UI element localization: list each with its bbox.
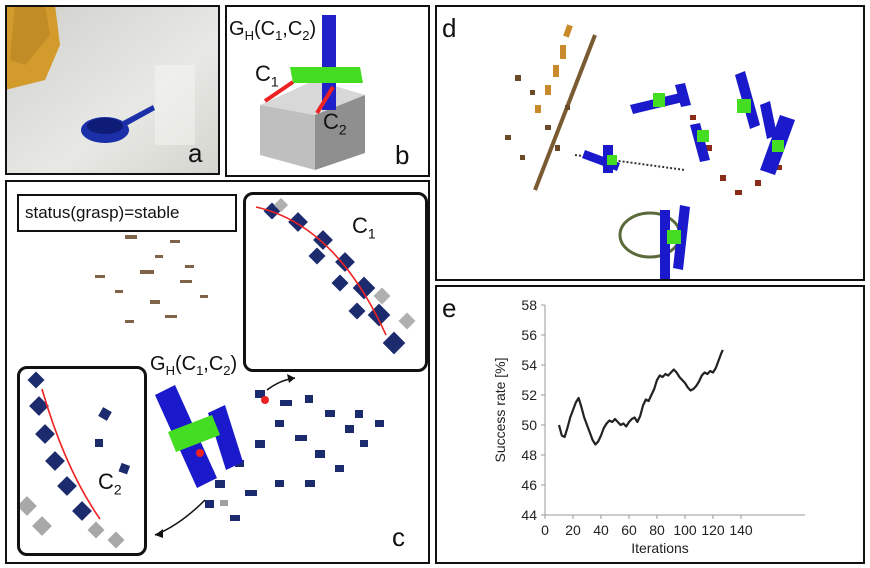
- inset-c1-drawing: [255, 197, 416, 355]
- panel-b-label: b: [395, 140, 410, 170]
- grasp-2: [630, 83, 691, 114]
- inset-c1: C1: [243, 192, 428, 372]
- gripper-finger: [322, 15, 336, 110]
- c2-label-b: C2: [323, 109, 347, 138]
- panel-c-label: c: [392, 522, 405, 552]
- y-axis-title: Success rate [%]: [492, 357, 508, 462]
- c2-label-c: C2: [98, 469, 122, 498]
- panel-a: [5, 5, 220, 175]
- contact-c1: [263, 80, 295, 103]
- panel-d: [435, 5, 865, 281]
- panel-c-pointcloud: [95, 235, 384, 538]
- series-line-0: [557, 349, 724, 446]
- panel-e: 44 46 48 50 52 54 56 58 0 20 40 60 80 100 120 140 Iterat…: [435, 285, 865, 564]
- contact-c2: [315, 85, 335, 115]
- panel-e-label: e: [442, 293, 457, 323]
- y-tick-label: 44: [521, 507, 537, 523]
- grasp-label-c: GH(C1,C2): [150, 353, 238, 378]
- grasp-label-b: GH(C1,C2): [229, 18, 317, 43]
- x-tick-label: 40: [593, 522, 609, 538]
- gripper-finger-right: [208, 405, 243, 470]
- grasp-3: [735, 71, 777, 139]
- gripper-bar: [290, 67, 363, 83]
- grasp-5: [760, 115, 795, 175]
- x-tick-label: 120: [701, 522, 725, 538]
- contact-curve-c1: [255, 206, 387, 336]
- box-front-face: [260, 105, 315, 170]
- x-tick-label: 20: [565, 522, 581, 538]
- y-tick-label: 52: [521, 387, 537, 403]
- c1-label-b: C1: [255, 61, 279, 90]
- y-tick-label: 58: [521, 297, 537, 313]
- status-text: status(grasp)=stable: [25, 203, 180, 222]
- panel-d-label: d: [442, 13, 457, 43]
- x-tick-label: 0: [541, 522, 549, 538]
- gripper-bar-c: [168, 415, 220, 452]
- grasp-6: [660, 205, 690, 280]
- success-rate-chart: 44 46 48 50 52 54 56 58 0 20 40 60 80 100 120 140 Iterat…: [492, 297, 805, 556]
- panel-d-pointcloud: [505, 24, 795, 280]
- x-tick-label: 100: [673, 522, 697, 538]
- panel-c: status(grasp)=stable: [5, 180, 430, 564]
- inset-c2: C2: [17, 366, 147, 556]
- x-tick-label: 80: [649, 522, 665, 538]
- x-axis-title: Iterations: [631, 540, 689, 556]
- contact-curve-c2: [41, 388, 101, 520]
- panel-a-label: a: [188, 138, 203, 168]
- panel-b: GH(C1,C2) C1 C2: [225, 5, 430, 177]
- grasp-4: [690, 123, 710, 162]
- grasp-1: [582, 145, 620, 173]
- inset-c2-drawing: [20, 371, 131, 549]
- panel-a-photo: [5, 5, 220, 175]
- x-tick-label: 140: [729, 522, 753, 538]
- y-tick-label: 56: [521, 327, 537, 343]
- y-tick-label: 46: [521, 477, 537, 493]
- panel-b-diagram: [260, 15, 365, 170]
- status-box: [17, 194, 237, 232]
- y-tick-label: 54: [521, 357, 537, 373]
- c1-label-c: C1: [352, 213, 376, 242]
- y-tick-label: 50: [521, 417, 537, 433]
- y-tick-label: 48: [521, 447, 537, 463]
- x-tick-label: 60: [621, 522, 637, 538]
